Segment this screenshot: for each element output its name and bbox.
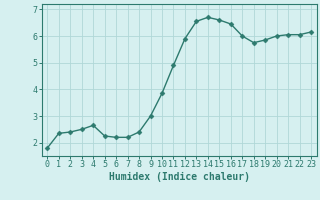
X-axis label: Humidex (Indice chaleur): Humidex (Indice chaleur) <box>109 172 250 182</box>
